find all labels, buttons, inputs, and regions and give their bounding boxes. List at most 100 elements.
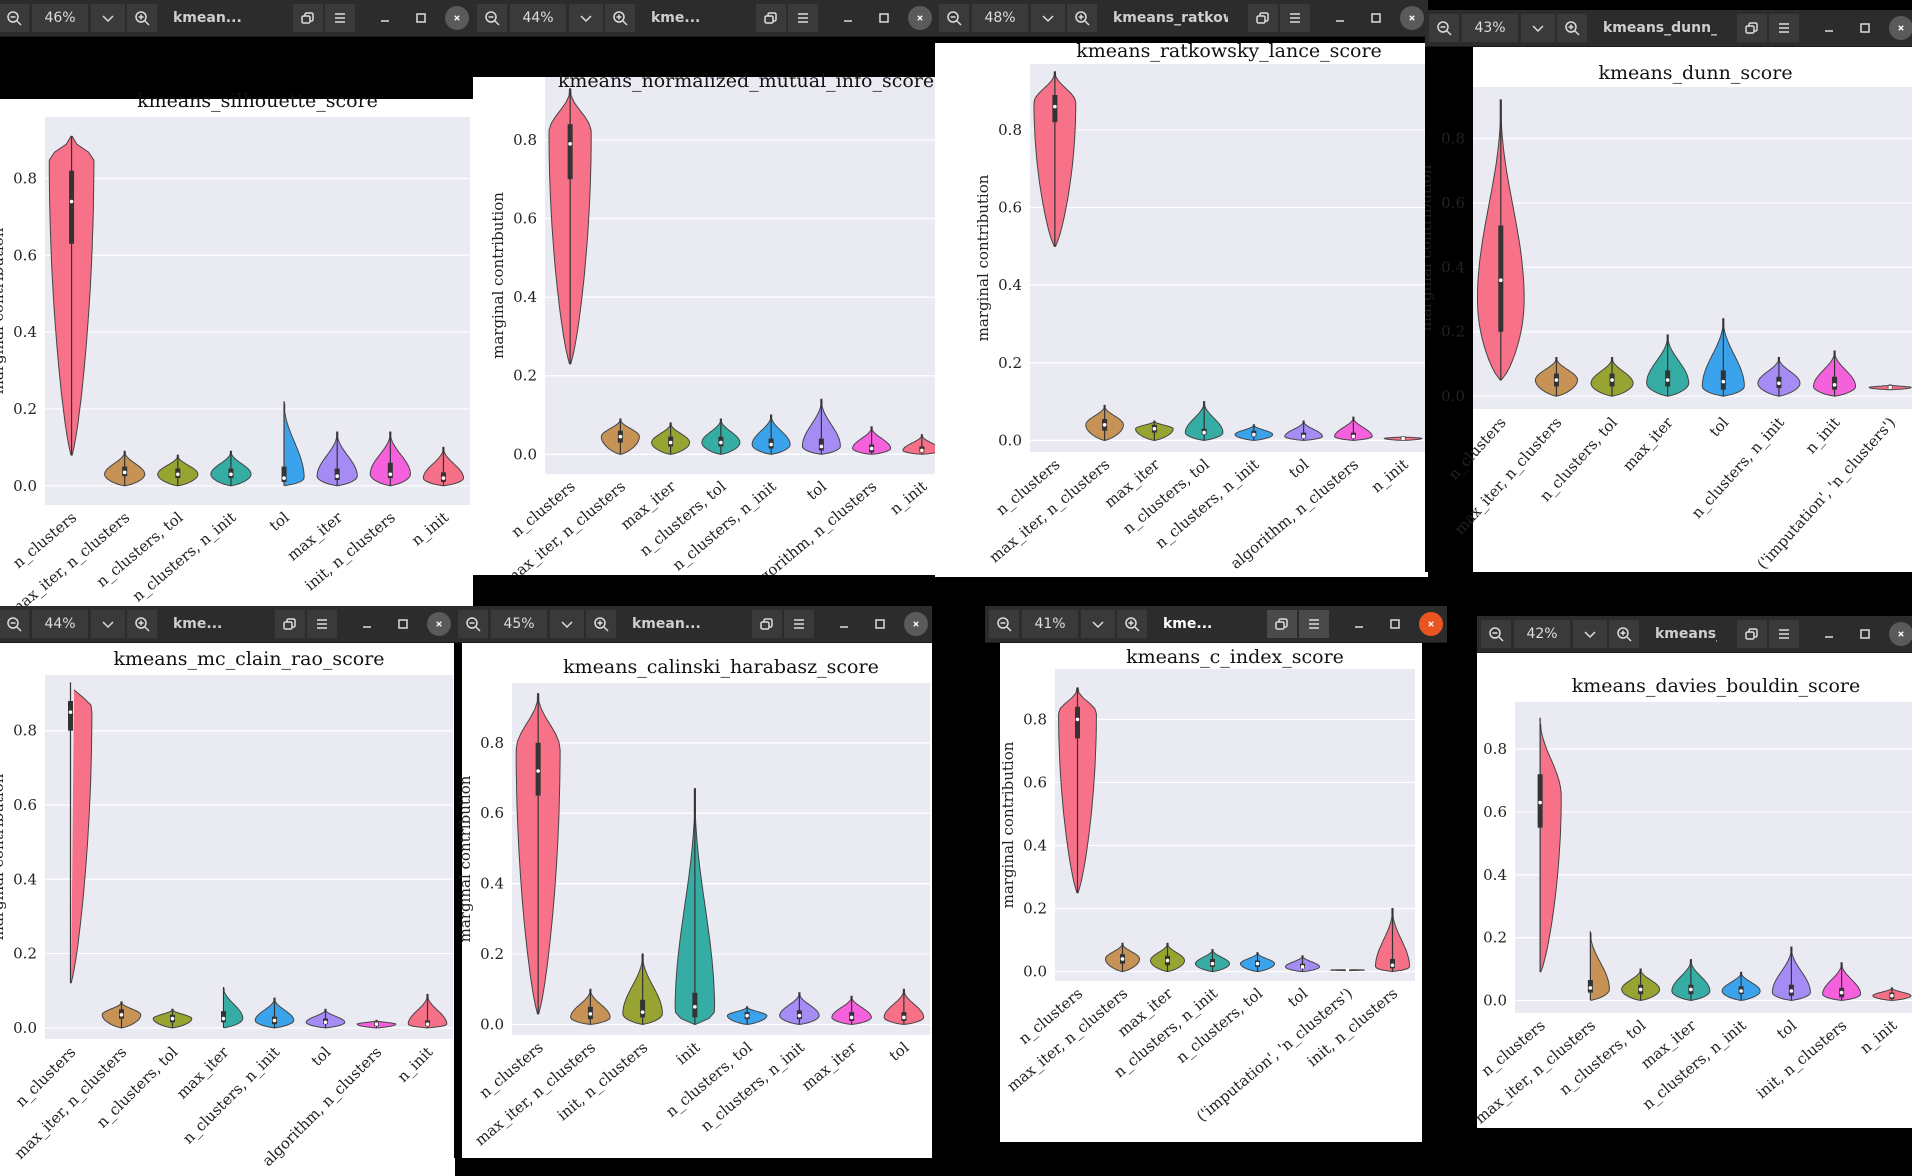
zoom-out-button[interactable]: [1481, 620, 1511, 648]
minimize-button[interactable]: [1817, 16, 1841, 40]
close-button[interactable]: [908, 6, 932, 30]
zoom-dropdown-button[interactable]: [91, 610, 125, 638]
zoom-level[interactable]: 42%: [1513, 620, 1571, 648]
close-button[interactable]: [427, 612, 451, 636]
minimize-button[interactable]: [373, 6, 397, 30]
close-button[interactable]: [1400, 6, 1424, 30]
restore-view-button[interactable]: [1248, 4, 1278, 32]
restore-view-button[interactable]: [756, 4, 786, 32]
menu-button[interactable]: [1769, 620, 1799, 648]
menu-button[interactable]: [325, 4, 355, 32]
violin-2: [1590, 357, 1634, 397]
zoom-in-button[interactable]: [586, 610, 616, 638]
zoom-level[interactable]: 44%: [509, 4, 567, 32]
violin-0: [515, 693, 561, 1015]
violin-1: [1534, 357, 1579, 397]
minimize-button[interactable]: [1817, 622, 1841, 646]
zoom-level[interactable]: 43%: [1461, 14, 1519, 42]
viewer-window-ratkowsky[interactable]: 48% kmeans_ratkowsky_l... 0.0 0.2 0.4 0.6 0.8 m…: [935, 0, 1428, 580]
menu-button[interactable]: [784, 610, 814, 638]
maximize-button[interactable]: [1364, 6, 1388, 30]
zoom-dropdown-button[interactable]: [1031, 4, 1065, 32]
restore-view-button[interactable]: [752, 610, 782, 638]
zoom-out-button[interactable]: [939, 4, 969, 32]
zoom-out-button[interactable]: [989, 610, 1019, 638]
zoom-dropdown-button[interactable]: [1573, 620, 1607, 648]
viewer-window-silhouette[interactable]: 46% kmean... 0.0 0.2 0.4 0.6 0.8 marginal contr…: [0, 0, 473, 606]
restore-view-button[interactable]: [293, 4, 323, 32]
zoom-level[interactable]: 41%: [1021, 610, 1079, 638]
close-button[interactable]: [1889, 16, 1912, 40]
zoom-dropdown-button[interactable]: [550, 610, 584, 638]
chevron-down-icon: [102, 621, 114, 629]
zoom-out-button[interactable]: [1429, 14, 1459, 42]
zoom-in-button[interactable]: [127, 4, 157, 32]
menu-button[interactable]: [1769, 14, 1799, 42]
maximize-button[interactable]: [1383, 612, 1407, 636]
zoom-dropdown-button[interactable]: [1521, 14, 1555, 42]
menu-button[interactable]: [307, 610, 337, 638]
close-button[interactable]: [904, 612, 928, 636]
maximize-button[interactable]: [391, 612, 415, 636]
zoom-level[interactable]: 44%: [31, 610, 89, 638]
menu-button[interactable]: [1299, 610, 1329, 638]
violin-median: [1152, 426, 1157, 431]
maximize-button[interactable]: [409, 6, 433, 30]
minimize-button[interactable]: [1328, 6, 1352, 30]
restore-view-button[interactable]: [1737, 620, 1767, 648]
minimize-button[interactable]: [355, 612, 379, 636]
zoom-out-button[interactable]: [0, 4, 29, 32]
zoom-in-button[interactable]: [605, 4, 635, 32]
minimize-button[interactable]: [836, 6, 860, 30]
violin-0: [548, 88, 592, 365]
maximize-button[interactable]: [872, 6, 896, 30]
zoom-out-icon: [1489, 627, 1504, 642]
maximize-button[interactable]: [1853, 16, 1877, 40]
maximize-button[interactable]: [868, 612, 892, 636]
close-button[interactable]: [445, 6, 469, 30]
zoom-in-button[interactable]: [127, 610, 157, 638]
zoom-in-button[interactable]: [1557, 14, 1587, 42]
zoom-dropdown-button[interactable]: [1081, 610, 1115, 638]
violin-iqr-box: [221, 1011, 226, 1023]
zoom-dropdown-button[interactable]: [569, 4, 603, 32]
chevron-down-icon: [102, 15, 114, 23]
viewer-window-nmi[interactable]: 44% kme... 0.0 0.2 0.4 0.6 0.8 marginal contrib…: [473, 0, 936, 575]
zoom-out-button[interactable]: [458, 610, 488, 638]
restore-view-button[interactable]: [275, 610, 305, 638]
window-title: kmean...: [173, 10, 242, 26]
minimize-button[interactable]: [832, 612, 856, 636]
minimize-button[interactable]: [1347, 612, 1371, 636]
zoom-out-button[interactable]: [0, 610, 29, 638]
maximize-button[interactable]: [1853, 622, 1877, 646]
close-button[interactable]: [1889, 622, 1912, 646]
menu-button[interactable]: [1280, 4, 1310, 32]
close-button[interactable]: [1419, 612, 1443, 636]
zoom-level[interactable]: 48%: [971, 4, 1029, 32]
viewer-window-cindex[interactable]: 41% kme... 0.0 0.2 0.4 0.6 0.8 marginal contrib…: [985, 606, 1447, 1142]
menu-button[interactable]: [788, 4, 818, 32]
zoom-in-button[interactable]: [1117, 610, 1147, 638]
viewer-window-mcclain[interactable]: 44% kme... 0.0 0.2 0.4 0.6 0.8 marginal contrib…: [0, 606, 455, 1176]
zoom-out-button[interactable]: [477, 4, 507, 32]
y-tick-label: 0.2: [1023, 900, 1047, 918]
violin-iqr-box: [68, 701, 73, 731]
zoom-in-button[interactable]: [1609, 620, 1639, 648]
viewer-window-calinski[interactable]: 45% kmean... 0.0 0.2 0.4 0.6 0.8 marginal contr…: [454, 606, 932, 1158]
restore-view-button[interactable]: [1737, 14, 1767, 42]
restore-view-button[interactable]: [1267, 610, 1297, 638]
zoom-level[interactable]: 45%: [490, 610, 548, 638]
zoom-dropdown-button[interactable]: [91, 4, 125, 32]
zoom-level[interactable]: 46%: [31, 4, 89, 32]
zoom-in-button[interactable]: [1067, 4, 1097, 32]
viewer-window-dunn[interactable]: 43% kmeans_dunn_... 0.0 0.2 0.4 0.6 0.8 margina…: [1425, 10, 1912, 572]
